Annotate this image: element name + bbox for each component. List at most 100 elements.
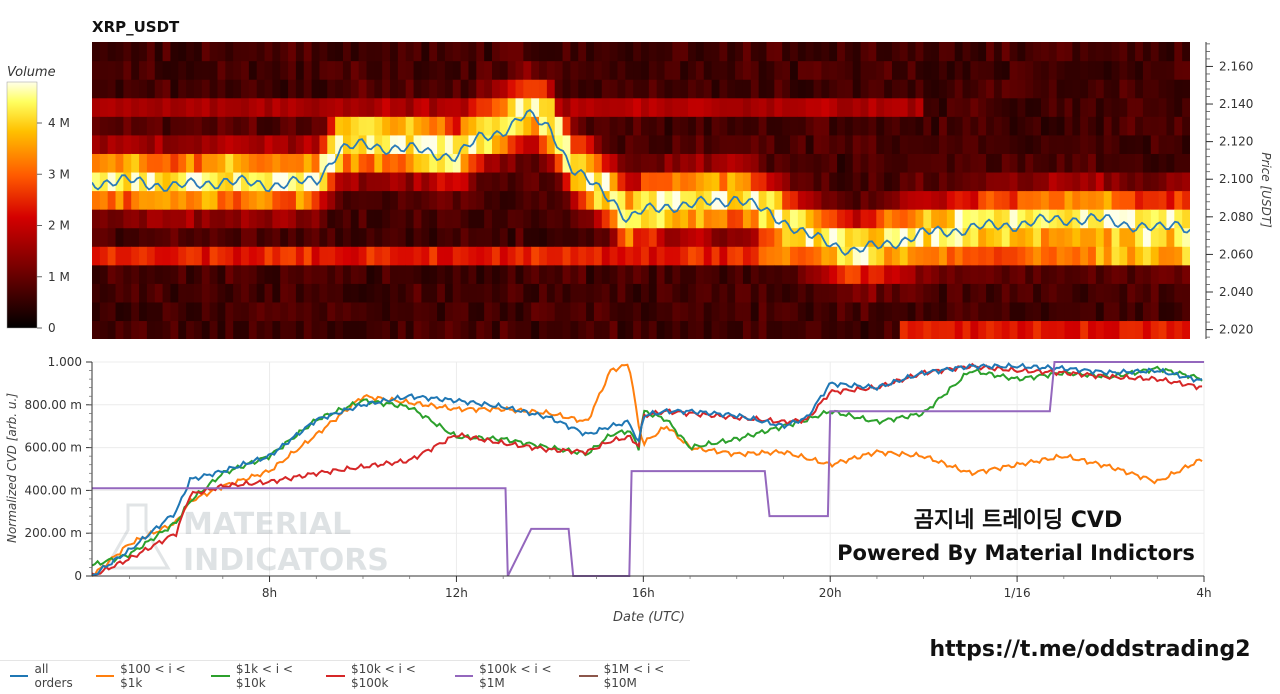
heatmap-cell [288, 283, 297, 303]
heatmap-cell [397, 301, 407, 322]
heatmap-cell [531, 320, 540, 339]
heatmap-cell [484, 320, 493, 339]
heatmap-cell [531, 246, 540, 266]
price-tick-label: 2.160 [1219, 59, 1253, 73]
heatmap-cell [429, 116, 438, 136]
heatmap-cell [233, 301, 242, 322]
heatmap-cell [962, 190, 971, 210]
heatmap-cell [993, 246, 1003, 266]
heatmap-cell [476, 42, 485, 62]
legend-swatch [454, 675, 474, 677]
legend-item[interactable]: $1M < i < $10M [579, 662, 686, 690]
heatmap-cell [201, 283, 211, 303]
heatmap-cell [248, 97, 258, 117]
heatmap-cell [1111, 320, 1121, 339]
heatmap-cell [907, 264, 917, 284]
heatmap-cell [1127, 42, 1136, 62]
heatmap-cell [1111, 209, 1121, 229]
legend-item[interactable]: $1k < i < $10k [211, 662, 312, 690]
heatmap-cell [766, 227, 775, 247]
heatmap-cell [256, 227, 266, 247]
heatmap-cell [1158, 42, 1168, 62]
heatmap-cell [797, 60, 807, 80]
heatmap-cell [1025, 116, 1034, 136]
heatmap-cell [209, 171, 219, 192]
heatmap-cell [774, 320, 783, 339]
heatmap-cell [1017, 301, 1026, 322]
heatmap-cell [1127, 116, 1136, 136]
heatmap-cell [1182, 153, 1190, 173]
heatmap-cell [821, 116, 830, 136]
heatmap-cell [962, 171, 971, 192]
heatmap-cell [186, 301, 195, 322]
heatmap-cell [374, 60, 383, 80]
heatmap-cell [891, 209, 901, 229]
heatmap-cell [554, 134, 564, 154]
heatmap-cell [609, 209, 619, 229]
heatmap-cell [1095, 301, 1105, 322]
legend-item[interactable]: $100k < i < $1M [454, 662, 566, 690]
heatmap-cell [680, 227, 689, 247]
heatmap-cell [970, 301, 979, 322]
heatmap-cell [288, 79, 297, 99]
heatmap-cell [170, 79, 179, 99]
legend-item[interactable]: $10k < i < $100k [326, 662, 440, 690]
heatmap-cell [570, 134, 579, 154]
heatmap-cell [625, 283, 634, 303]
heatmap-cell [178, 264, 187, 284]
heatmap-cell [515, 320, 524, 339]
heatmap-cell [641, 134, 650, 154]
heatmap-cell [350, 320, 360, 339]
heatmap-cell [1033, 42, 1042, 62]
heatmap-cell [1119, 134, 1128, 154]
heatmap-cell [139, 116, 148, 136]
heatmap-cell [593, 171, 603, 192]
heatmap-cell [601, 209, 611, 229]
heatmap-cell [656, 209, 666, 229]
heatmap-cell [837, 134, 846, 154]
heatmap-cell [1017, 264, 1026, 284]
heatmap-cell [1040, 97, 1050, 117]
heatmap-cell [844, 320, 854, 339]
heatmap-cell [217, 246, 226, 266]
heatmap-cell [609, 320, 619, 339]
heatmap-cell [460, 153, 470, 173]
heatmap-cell [562, 153, 572, 173]
heatmap-cell [233, 97, 242, 117]
heatmap-cell [813, 116, 822, 136]
heatmap-cell [672, 301, 681, 322]
heatmap-cell [821, 153, 830, 173]
legend-item[interactable]: $100 < i < $1k [95, 662, 198, 690]
heatmap-cell [531, 301, 540, 322]
heatmap-cell [1103, 283, 1113, 303]
heatmap-cell [554, 227, 564, 247]
heatmap-cell [1009, 171, 1019, 192]
heatmap-cell [1095, 79, 1105, 99]
heatmap-cell [1056, 246, 1066, 266]
heatmap-cell [641, 42, 650, 62]
heatmap-cell [633, 116, 642, 136]
legend-item[interactable]: all orders [10, 662, 82, 690]
heatmap-cell [672, 283, 681, 303]
heatmap-cell [641, 301, 650, 322]
heatmap-cell [562, 320, 572, 339]
heatmap-cell [805, 320, 815, 339]
heatmap-cell [531, 171, 540, 192]
heatmap-cell [358, 301, 368, 322]
heatmap-cell [272, 190, 281, 210]
heatmap-cell [868, 97, 877, 117]
heatmap-cell [625, 153, 634, 173]
heatmap-cell [899, 264, 909, 284]
heatmap-cell [468, 79, 477, 99]
heatmap-cell [413, 79, 422, 99]
heatmap-cell [1033, 320, 1042, 339]
heatmap-cell [986, 209, 995, 229]
heatmap-cell [358, 190, 368, 210]
heatmap-cell [366, 97, 375, 117]
heatmap-cell [468, 97, 477, 117]
heatmap-cell [319, 171, 328, 192]
price-tick-label: 2.140 [1219, 97, 1253, 111]
heatmap-cell [515, 42, 524, 62]
telegram-link[interactable]: https://t.me/oddstrading2 [929, 637, 1250, 662]
heatmap-cell [1072, 320, 1081, 339]
